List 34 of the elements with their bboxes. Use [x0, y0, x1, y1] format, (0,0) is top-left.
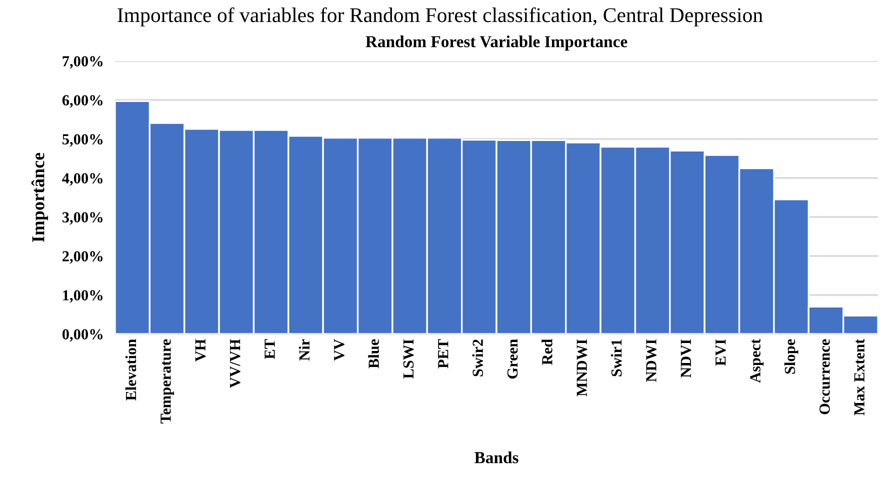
x-tick-label: Max Extent [854, 338, 864, 416]
x-tick-label: Swir2 [472, 340, 483, 376]
x-tick-label: VV [334, 339, 344, 361]
x-tick-label: PET [438, 339, 448, 368]
x-tick-label: Green [507, 339, 518, 379]
y-axis-title: Importânce [31, 152, 48, 242]
y-tick-label: 7,00% [62, 56, 102, 69]
x-tick-label: Elevation [125, 339, 136, 401]
x-tick-label: Swir1 [610, 340, 622, 376]
y-tick-label: 1,00% [63, 290, 102, 303]
x-tick-label: VV/VH [230, 339, 240, 388]
x-tick-label: VH [195, 339, 206, 362]
x-tick-label: Red [542, 339, 552, 365]
y-tick-label: 4,00% [62, 173, 102, 186]
x-tick-label: EVI [716, 339, 726, 366]
x-tick-label: MNDWI [576, 339, 588, 396]
text: Importance of variables for Random Forest classification, Central Depression [118, 7, 763, 26]
x-tick-label: Nir [298, 339, 310, 361]
y-tick-label: 5,00% [62, 134, 102, 147]
y-tick-label: 6,00% [62, 95, 102, 108]
x-tick-label: Blue [368, 339, 379, 368]
chart-title: Random Forest Variable Importance [366, 36, 628, 51]
x-tick-label: NDVI [680, 339, 692, 378]
y-tick-label: 2,00% [62, 251, 102, 264]
x-axis-title: Bands [474, 452, 518, 464]
y-tick-label: 0,00% [62, 329, 102, 342]
x-tick-label: NDWI [646, 339, 656, 382]
x-tick-label: Temperature [160, 339, 174, 424]
x-tick-label: ET [264, 339, 275, 359]
x-tick-label: LSWI [403, 339, 414, 379]
x-tick-label: Slope [784, 339, 798, 374]
x-tick-label: Occurrence [820, 339, 830, 414]
x-tick-label: Aspect [750, 338, 764, 383]
y-tick-label: 3,00% [62, 212, 102, 225]
